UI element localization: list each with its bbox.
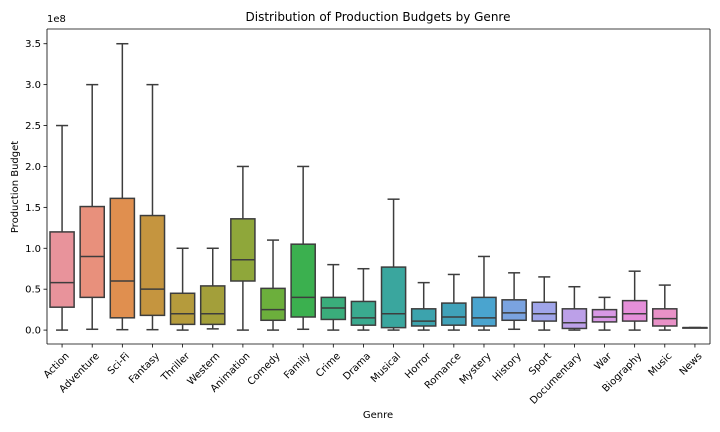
iqr-box — [621, 299, 648, 322]
box-adventure — [79, 83, 106, 331]
x-tick-label: News — [678, 351, 705, 378]
box-mystery — [471, 255, 497, 331]
iqr-box — [471, 296, 497, 327]
plot-frame — [46, 28, 711, 345]
box-family — [290, 165, 316, 331]
box-fantasy — [139, 83, 166, 331]
iqr-box — [49, 231, 75, 308]
x-tick-label: History — [491, 351, 524, 384]
box-musical — [380, 198, 407, 331]
iqr-box — [591, 308, 618, 323]
iqr-box — [290, 243, 316, 318]
iqr-box — [350, 300, 377, 326]
iqr-box — [199, 285, 226, 326]
x-tick-label: War — [593, 350, 615, 372]
box-documentary — [561, 285, 588, 331]
x-tick-label: Musical — [369, 351, 403, 385]
y-tick-label: 3.0 — [25, 80, 41, 91]
box-thriller — [169, 247, 196, 331]
box-history — [501, 272, 527, 331]
box-biography — [621, 270, 648, 331]
iqr-box — [260, 287, 286, 322]
chart-title: Distribution of Production Budgets by Ge… — [246, 10, 511, 24]
iqr-box — [139, 214, 166, 317]
iqr-box — [109, 197, 136, 319]
x-tick-label: Action — [42, 351, 72, 381]
box-comedy — [260, 239, 286, 331]
box-western — [199, 247, 226, 330]
y-tick-label: 1.0 — [25, 244, 41, 255]
box-romance — [441, 273, 467, 331]
box-action — [49, 124, 75, 331]
iqr-box — [380, 266, 407, 329]
box-news — [682, 326, 708, 329]
x-tick-label: Music — [647, 351, 675, 379]
iqr-box — [561, 308, 588, 330]
box-animation — [230, 165, 256, 331]
box-music — [651, 284, 678, 331]
y-axis: 0.0 0.5 1.0 1.5 2.0 2.5 3.0 3.5 — [25, 39, 47, 337]
box-drama — [350, 267, 377, 331]
x-tick-label: Fantasy — [127, 351, 162, 386]
box-horror — [410, 281, 437, 331]
y-offset-label: 1e8 — [47, 14, 66, 25]
y-tick-label: 3.5 — [25, 39, 41, 50]
y-axis-label: Production Budget — [10, 141, 21, 233]
x-tick-label: Crime — [314, 351, 343, 380]
x-axis-label: Genre — [363, 410, 393, 421]
box-sport — [531, 276, 558, 331]
y-tick-label: 2.0 — [25, 162, 41, 173]
iqr-box — [531, 301, 558, 322]
iqr-box — [169, 292, 196, 326]
box-sci-fi — [109, 42, 136, 331]
plot-area — [46, 28, 711, 345]
iqr-box — [441, 302, 467, 326]
iqr-box — [501, 299, 527, 322]
x-tick-label: Comedy — [246, 351, 283, 388]
iqr-box — [651, 308, 678, 327]
iqr-box — [410, 308, 437, 327]
x-tick-label: Sci-Fi — [106, 351, 132, 377]
x-tick-label: Sport — [527, 351, 554, 378]
y-tick-label: 0.5 — [25, 285, 41, 296]
x-tick-label: Family — [282, 351, 313, 382]
y-tick-label: 2.5 — [25, 121, 41, 132]
iqr-box — [230, 218, 256, 282]
box-crime — [320, 263, 347, 331]
box-war — [591, 296, 618, 331]
iqr-box — [79, 205, 106, 299]
y-tick-label: 0.0 — [25, 326, 41, 337]
x-tick-label: Mystery — [458, 351, 494, 387]
y-tick-label: 1.5 — [25, 203, 41, 214]
